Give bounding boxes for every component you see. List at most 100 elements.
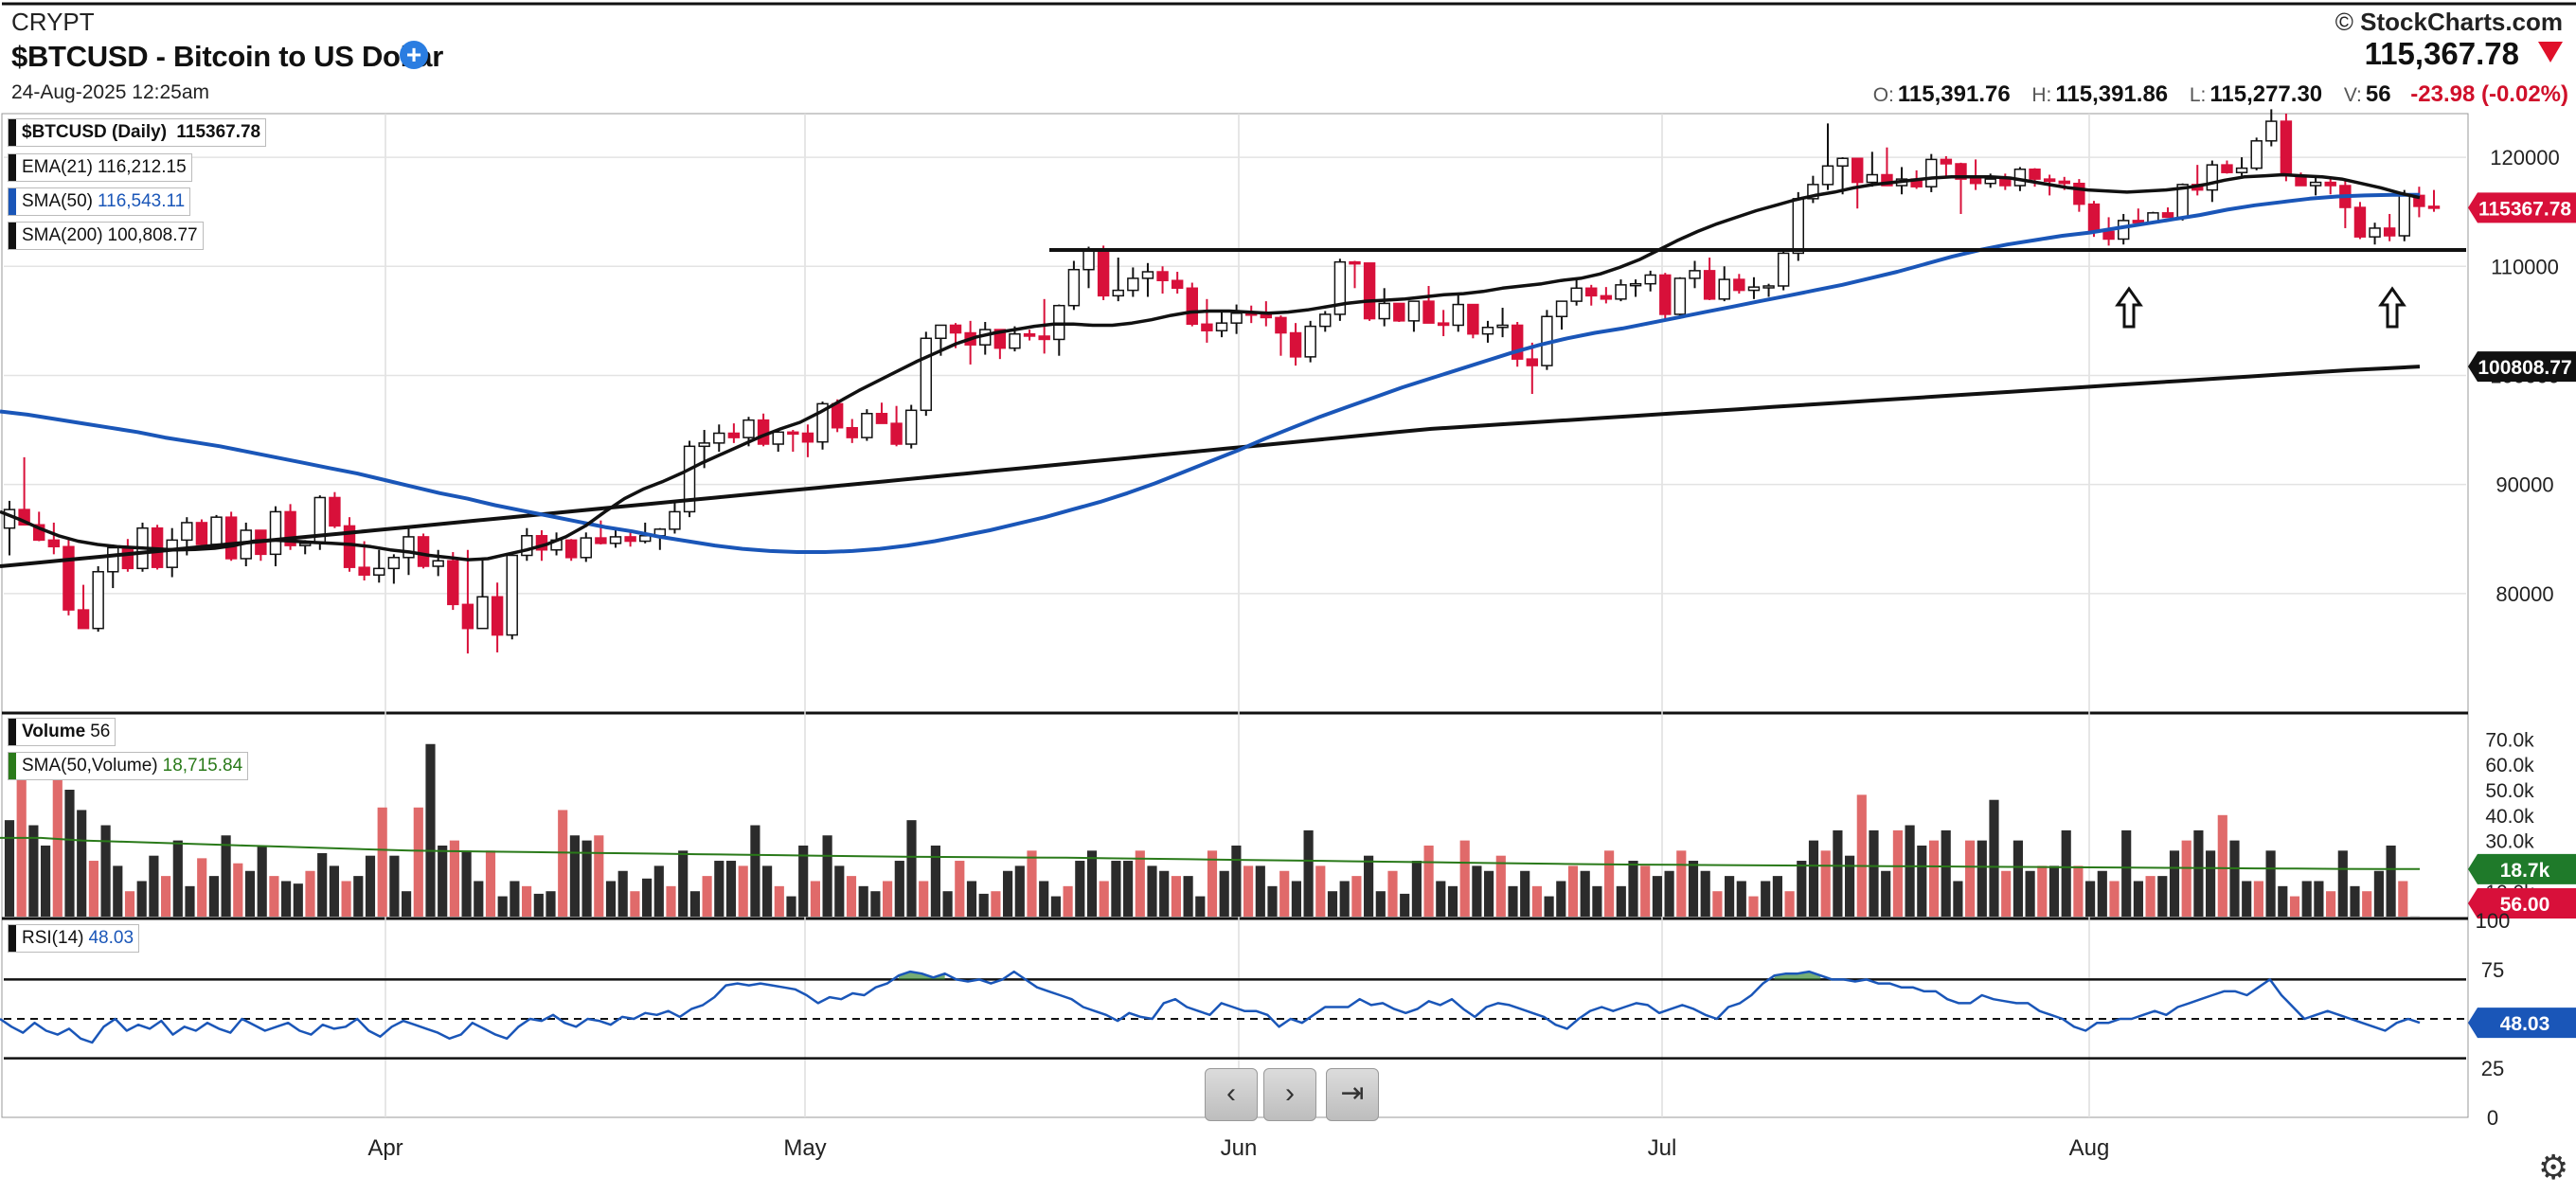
volume-bar — [2133, 881, 2143, 917]
add-symbol-button[interactable]: + — [400, 41, 428, 69]
sma200-line — [0, 365, 2421, 568]
volume-bar — [1905, 825, 1915, 917]
volume-bar — [1147, 865, 1157, 917]
volume-bar — [449, 840, 459, 917]
price-tick-label: 110000 — [2491, 255, 2559, 278]
volume-bar — [1748, 896, 1759, 917]
volume-bar — [966, 881, 977, 917]
volume-bar — [642, 878, 653, 917]
candle-body — [1881, 173, 1893, 187]
legend-sma200[interactable]: SMA(200) 100,808.77 — [8, 222, 204, 250]
volume-bar — [2217, 814, 2227, 917]
candle-body — [1703, 270, 1716, 300]
volume-bar — [1772, 876, 1782, 917]
legend-ema21[interactable]: EMA(21) 116,212.15 — [8, 153, 192, 182]
candle-body — [1363, 262, 1376, 320]
volume-bar — [1291, 881, 1301, 917]
candle-body — [1689, 270, 1701, 279]
candle-body — [1999, 178, 2012, 187]
candle-body — [816, 402, 829, 443]
volume-bar — [1808, 840, 1819, 917]
legend-volume-sma[interactable]: SMA(50,Volume) 18,715.84 — [8, 752, 249, 780]
volume-bar — [1279, 870, 1290, 917]
legend-sma50[interactable]: SMA(50) 116,543.11 — [8, 187, 191, 216]
volume-sma-tag: 18.7k — [2500, 860, 2550, 882]
volume-bar — [172, 840, 183, 917]
rsi-tick-label: 100 — [2476, 909, 2511, 933]
rsi-tick-label: 25 — [2481, 1057, 2504, 1080]
candle-body — [77, 609, 90, 630]
candle-body — [447, 560, 459, 606]
candle-body — [521, 535, 533, 557]
volume-bar — [1027, 850, 1037, 917]
volume-bar — [1171, 876, 1181, 917]
volume-bar — [1159, 870, 1170, 917]
candle-body — [1452, 303, 1464, 327]
volume-bar — [617, 870, 628, 917]
volume-bar — [1640, 865, 1651, 917]
candle-body — [2265, 120, 2278, 142]
volume-bar — [846, 876, 857, 917]
brand-name: StockCharts.com — [2360, 8, 2563, 36]
ema21-line — [0, 172, 2421, 562]
legend-swatch — [9, 925, 16, 952]
candle-body — [33, 524, 45, 542]
volume-bar — [377, 807, 387, 917]
volume-bar — [2242, 881, 2252, 917]
legend-volume[interactable]: Volume 56 — [8, 718, 116, 746]
month-label: May — [783, 1135, 826, 1161]
volume-bar — [2373, 870, 2384, 917]
rsi-tag: 48.03 — [2500, 1013, 2550, 1035]
volume-bar — [1833, 829, 1843, 917]
price-tick-label: 120000 — [2490, 146, 2559, 169]
volume-bar — [1339, 881, 1350, 917]
candle-body — [2250, 140, 2263, 169]
candle-body — [343, 525, 356, 568]
volume-bar — [942, 891, 953, 917]
volume-bar — [64, 790, 75, 917]
volume-bar — [678, 850, 689, 917]
volume-bar — [653, 865, 664, 917]
candle-body — [727, 432, 741, 438]
volume-bar — [1664, 870, 1674, 917]
candle-body — [1319, 313, 1332, 328]
volume-bar — [1592, 885, 1602, 917]
volume-bar — [281, 881, 292, 917]
candle-body — [1969, 178, 1982, 185]
volume-bar — [28, 825, 39, 917]
volume-bar — [1267, 885, 1278, 917]
candle-body — [2087, 203, 2101, 233]
legend-price[interactable]: $BTCUSD (Daily) 115367.78 — [8, 118, 267, 147]
candle-body — [1555, 300, 1568, 317]
exchange-label: CRYPT — [11, 8, 95, 36]
volume-bar — [1111, 861, 1121, 917]
scroll-right-button[interactable]: › — [1263, 1068, 1316, 1121]
candle-body — [2383, 227, 2396, 237]
chart-date: 24-Aug-2025 12:25am — [11, 81, 209, 103]
candle-body — [1023, 332, 1036, 337]
legend-rsi[interactable]: RSI(14) 48.03 — [8, 924, 140, 953]
volume-bar — [1797, 861, 1807, 917]
volume-bar — [1604, 850, 1615, 917]
volume-bar — [569, 835, 580, 917]
volume-bar — [702, 876, 712, 917]
settings-gear-icon[interactable]: ⚙ — [2538, 1148, 2569, 1186]
legend-volume-value: 56 — [90, 722, 111, 741]
volume-bar — [413, 807, 423, 917]
candle-body — [772, 431, 784, 445]
volume-bar — [1941, 829, 1951, 917]
brand-logo[interactable]: © StockCharts.com — [2335, 8, 2563, 37]
volume-bar — [2289, 896, 2300, 917]
scroll-end-button[interactable]: ⇥ — [1326, 1068, 1379, 1121]
scroll-left-button[interactable]: ‹ — [1205, 1068, 1258, 1121]
volume-bar — [2301, 881, 2312, 917]
volume-bar — [197, 858, 207, 917]
volume-bar — [185, 885, 195, 917]
month-label: Aug — [2069, 1135, 2110, 1161]
legend-swatch — [9, 719, 16, 745]
volume-bar — [438, 845, 448, 917]
legend-volume-label: Volume — [22, 722, 86, 741]
volume-bar — [2121, 829, 2132, 917]
candle-body — [107, 546, 119, 573]
volume-bar — [1050, 896, 1061, 917]
